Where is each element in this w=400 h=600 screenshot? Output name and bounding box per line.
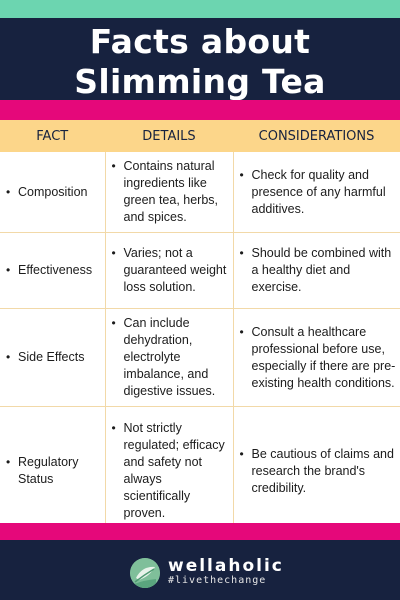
fact-text: Side Effects — [18, 350, 85, 364]
brand-tagline: #livethechange — [168, 575, 267, 586]
details-cell: • Not strictly regulated; efficacy and sa… — [104, 406, 234, 536]
table-row: • Side Effects • Can include dehydration, … — [0, 308, 400, 407]
considerations-cell: • Consult a healthcare professional befor… — [232, 308, 400, 407]
table-row: • Effectiveness • Varies; not a guaranteed… — [0, 232, 400, 309]
pink-divider-top — [0, 100, 400, 120]
fact-text: Regulatory Status — [18, 455, 79, 486]
considerations-text: Consult a healthcare professional before… — [251, 324, 396, 390]
considerations-text: Check for quality and presence of any ha… — [251, 167, 386, 216]
title-line-2: Slimming Tea — [74, 62, 326, 101]
header-fact: FACT — [0, 120, 106, 152]
considerations-text: Be cautious of claims and research the b… — [251, 446, 394, 495]
fact-cell: • Composition — [0, 151, 106, 233]
details-cell: • Varies; not a guaranteed weight loss so… — [104, 232, 234, 309]
page-title: Facts about Slimming Tea — [0, 22, 400, 102]
pink-divider-bottom — [0, 523, 400, 540]
title-line-1: Facts about — [89, 22, 311, 61]
fact-text: Effectiveness — [18, 263, 93, 277]
leaf-logo-icon — [130, 558, 160, 588]
table-header-row: FACT DETAILS CONSIDERATIONS — [0, 120, 400, 152]
considerations-cell: • Be cautious of claims and research the … — [232, 406, 400, 536]
header-considerations: CONSIDERATIONS — [232, 120, 400, 152]
considerations-cell: • Check for quality and presence of any h… — [232, 151, 400, 233]
considerations-cell: • Should be combined with a healthy diet … — [232, 232, 400, 309]
fact-text: Composition — [18, 184, 88, 199]
details-cell: • Contains natural ingredients like green… — [104, 151, 234, 233]
fact-cell: • Effectiveness — [0, 232, 106, 309]
footer — [0, 540, 400, 600]
fact-cell: • Side Effects — [0, 308, 106, 407]
brand-name: wellaholic — [168, 556, 284, 576]
details-text: Can include dehydration, electrolyte imb… — [123, 316, 216, 398]
table-row: • Regulatory Status • Not strictly regulat… — [0, 406, 400, 536]
fact-cell: • Regulatory Status — [0, 406, 106, 536]
table-row: • Composition • Contains natural ingredien… — [0, 151, 400, 233]
details-text: Varies; not a guaranteed weight loss sol… — [123, 246, 227, 294]
top-accent-stripe — [0, 0, 400, 18]
details-cell: • Can include dehydration, electrolyte im… — [104, 308, 234, 407]
facts-table-container: FACT DETAILS CONSIDERATIONS • Composition… — [0, 120, 400, 536]
header-details: DETAILS — [104, 120, 234, 152]
facts-table: FACT DETAILS CONSIDERATIONS • Composition… — [0, 120, 400, 536]
details-text: Contains natural ingredients like green … — [123, 159, 219, 224]
considerations-text: Should be combined with a healthy diet a… — [251, 246, 392, 294]
details-text: Not strictly regulated; efficacy and saf… — [123, 421, 225, 520]
